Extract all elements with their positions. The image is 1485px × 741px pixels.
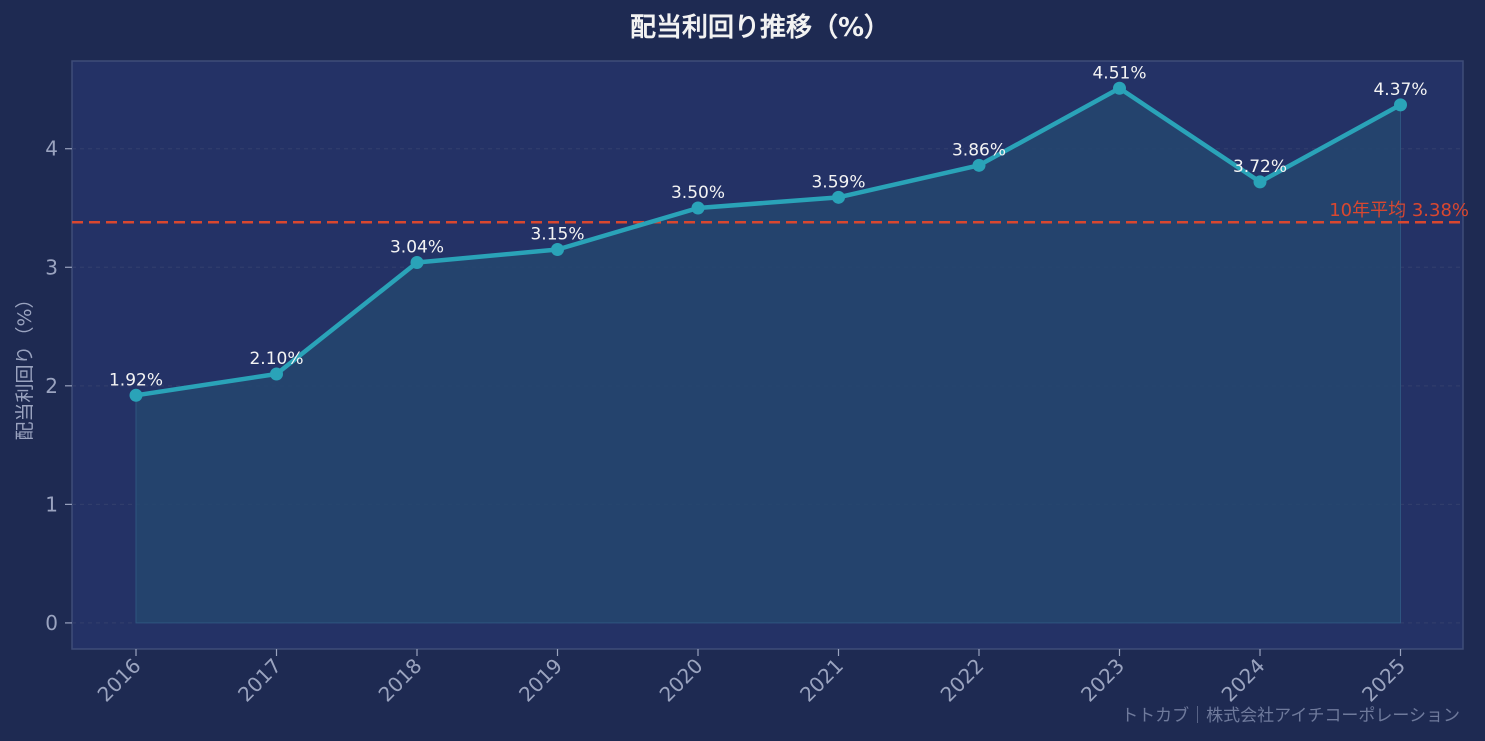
data-label: 3.86% — [952, 140, 1006, 160]
x-tick-label: 2019 — [514, 654, 567, 707]
series-line — [135, 86, 1402, 398]
x-tick-label: 2023 — [1076, 654, 1129, 707]
data-label: 3.72% — [1233, 157, 1287, 177]
data-label: 3.04% — [390, 238, 444, 258]
reference-line-group: 10年平均 3.38% — [72, 200, 1469, 224]
x-axis-ticks: 2016 2017 2018 2019 2020 2021 2022 2023 2024 2025 — [93, 649, 1410, 707]
x-tick-label: 2016 — [93, 654, 146, 707]
chart-title: 配当利回り推移（%） — [630, 13, 890, 43]
x-tick-label: 2024 — [1217, 654, 1270, 707]
y-tick-label: 3 — [45, 255, 58, 279]
data-point — [410, 256, 424, 270]
data-label: 3.59% — [811, 172, 865, 192]
data-point — [1113, 81, 1126, 95]
x-tick-label: 2020 — [655, 654, 708, 707]
credit-text: トトカブ｜株式会社アイチコーポレーション — [1121, 705, 1460, 726]
data-label: 1.92% — [109, 370, 163, 390]
data-point — [832, 190, 845, 204]
data-point — [972, 158, 986, 172]
reference-line-label: 10年平均 3.38% — [1329, 200, 1469, 221]
data-point — [129, 388, 143, 402]
series-line-group — [135, 86, 1402, 398]
data-point — [1394, 98, 1407, 112]
x-tick-label: 2018 — [374, 654, 427, 707]
y-tick-label: 0 — [45, 611, 58, 635]
data-label: 4.37% — [1373, 80, 1427, 100]
x-tick-label: 2021 — [795, 654, 848, 707]
data-label: 3.50% — [671, 183, 725, 203]
x-tick-label: 2022 — [936, 654, 989, 707]
x-tick-label: 2025 — [1357, 654, 1410, 707]
x-tick-label: 2017 — [233, 654, 286, 707]
y-axis-ticks: 0 1 2 3 4 — [45, 137, 72, 635]
y-tick-label: 1 — [45, 492, 58, 516]
data-point — [270, 367, 283, 381]
data-point — [1253, 175, 1267, 189]
data-label: 3.15% — [530, 224, 584, 244]
y-axis-label: 配当利回り（%） — [14, 289, 36, 440]
y-tick-label: 2 — [45, 374, 58, 398]
data-labels: 1.92% 2.10% 3.04% 3.15% 3.50% 3.59% 3.86% 4.51%… — [109, 63, 1428, 390]
data-point — [691, 201, 705, 215]
data-point — [551, 242, 564, 256]
data-points — [129, 81, 1407, 402]
data-label: 2.10% — [249, 349, 303, 369]
data-label: 4.51% — [1092, 63, 1146, 83]
y-tick-label: 4 — [45, 137, 58, 161]
